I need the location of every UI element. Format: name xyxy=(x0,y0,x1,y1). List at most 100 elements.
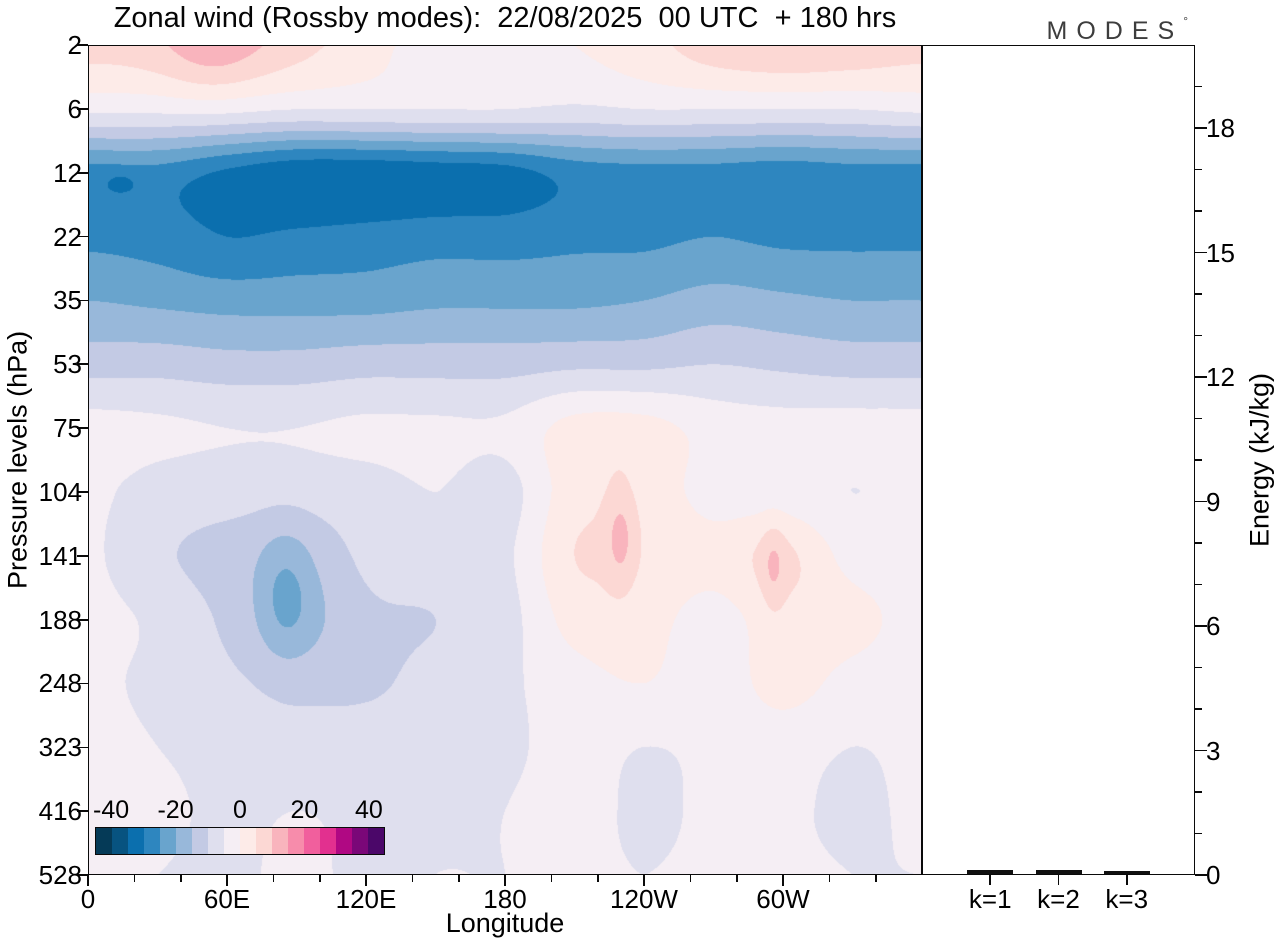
modes-logo-mark: ° xyxy=(1183,14,1188,28)
longitude-major-tick xyxy=(504,875,506,886)
pressure-tick-label: 22 xyxy=(53,221,82,252)
energy-major-tick xyxy=(1195,127,1207,129)
colorbar-cell xyxy=(96,828,112,854)
colorbar-cell xyxy=(256,828,272,854)
colorbar-cell xyxy=(112,828,128,854)
plot-title: Zonal wind (Rossby modes): 22/08/2025 00… xyxy=(113,2,897,34)
energy-minor-tick xyxy=(1195,168,1202,171)
colorbar-tick-label: 0 xyxy=(233,796,247,824)
energy-major-tick xyxy=(1195,376,1207,378)
energy-bar-tick xyxy=(1057,875,1060,885)
energy-tick-label: 15 xyxy=(1206,237,1235,268)
longitude-minor-tick xyxy=(596,875,599,882)
energy-bars-panel xyxy=(922,45,1195,875)
energy-bar xyxy=(1035,870,1082,874)
pressure-tick xyxy=(77,618,88,621)
pressure-tick-label: 2 xyxy=(67,30,82,60)
pressure-tick-label: 35 xyxy=(53,285,82,316)
energy-tick-label: 9 xyxy=(1206,486,1221,517)
pressure-tick-label: 6 xyxy=(67,93,82,124)
energy-minor-tick xyxy=(1195,417,1202,420)
pressure-tick-label: 248 xyxy=(38,668,82,699)
energy-bar xyxy=(1103,870,1150,874)
longitude-major-tick xyxy=(87,875,89,886)
longitude-major-tick xyxy=(365,875,367,886)
colorbar-cell xyxy=(144,828,160,854)
colorbar-cell xyxy=(304,828,320,854)
energy-major-tick xyxy=(1195,500,1207,503)
pressure-tick-label: 416 xyxy=(38,796,82,827)
pressure-tick xyxy=(77,108,88,110)
pressure-tick xyxy=(77,491,88,493)
pressure-tick-label: 528 xyxy=(38,860,82,890)
energy-minor-tick xyxy=(1195,293,1202,295)
energy-minor-tick xyxy=(1195,666,1202,669)
pressure-tick xyxy=(77,44,88,46)
pressure-tick xyxy=(77,874,88,876)
colorbar-cell xyxy=(160,828,176,854)
colorbar-cell xyxy=(272,828,288,854)
energy-bar xyxy=(967,869,1014,874)
colorbar-cell xyxy=(240,828,256,854)
colorbar-cell xyxy=(352,828,368,854)
colorbar-cell xyxy=(176,828,192,854)
pressure-tick-label: 323 xyxy=(38,732,82,763)
pressure-tick xyxy=(77,810,88,813)
pressure-tick-label: 53 xyxy=(53,349,82,380)
energy-tick-label: 18 xyxy=(1206,113,1235,143)
longitude-minor-tick xyxy=(828,875,831,882)
energy-minor-tick xyxy=(1195,708,1202,710)
energy-bar-label: k=2 xyxy=(1037,884,1080,914)
wind-contour-canvas xyxy=(88,45,922,875)
colorbar-cell xyxy=(224,828,240,854)
energy-major-tick xyxy=(1195,874,1207,876)
colorbar-cell xyxy=(336,828,352,854)
pressure-tick-label: 75 xyxy=(53,413,82,444)
pressure-tick xyxy=(77,235,88,238)
longitude-minor-tick xyxy=(318,875,321,882)
longitude-major-tick xyxy=(782,875,784,886)
longitude-minor-tick xyxy=(179,875,182,882)
longitude-minor-tick xyxy=(457,875,460,882)
pressure-tick xyxy=(77,554,88,557)
longitude-minor-tick xyxy=(550,875,553,882)
energy-minor-tick xyxy=(1195,542,1202,544)
colorbar-tick-label: -40 xyxy=(93,796,130,824)
longitude-tick-label: 60W xyxy=(756,884,810,914)
longitude-tick-label: 120E xyxy=(335,884,397,914)
colorbar-tick-label: -20 xyxy=(157,796,194,824)
longitude-major-tick xyxy=(643,875,645,886)
energy-major-tick xyxy=(1195,251,1207,254)
energy-minor-tick xyxy=(1195,459,1202,461)
colorbar-cell xyxy=(288,828,304,854)
longitude-major-tick xyxy=(226,875,228,886)
longitude-tick-label: 180 xyxy=(483,884,527,914)
energy-tick-label: 3 xyxy=(1206,735,1221,766)
energy-bar-tick xyxy=(1125,875,1128,885)
energy-major-tick xyxy=(1195,625,1207,627)
modes-logo-text: MODES xyxy=(1046,17,1184,45)
energy-bar-label: k=1 xyxy=(968,884,1012,914)
energy-minor-tick xyxy=(1195,832,1202,835)
longitude-tick-label: 120W xyxy=(610,884,678,914)
pressure-tick xyxy=(77,427,88,429)
energy-tick-label: 0 xyxy=(1206,860,1221,890)
pressure-tick xyxy=(77,299,88,302)
energy-minor-tick xyxy=(1195,791,1202,793)
longitude-minor-tick xyxy=(874,875,877,882)
longitude-tick-label: 60E xyxy=(203,884,251,914)
modes-logo: MODES° xyxy=(1047,14,1189,46)
energy-minor-tick xyxy=(1195,85,1202,88)
pressure-tick xyxy=(77,171,88,174)
colorbar-cell xyxy=(128,828,144,854)
pressure-tick-label: 141 xyxy=(38,540,82,571)
energy-bar-label: k=3 xyxy=(1105,884,1149,914)
colorbar-cell xyxy=(320,828,336,854)
pressure-tick-label: 188 xyxy=(38,604,82,635)
pressure-tick xyxy=(77,746,88,749)
longitude-axis-title: Longitude xyxy=(445,908,565,938)
energy-major-tick xyxy=(1195,749,1207,752)
energy-minor-tick xyxy=(1195,583,1202,586)
pressure-tick-label: 104 xyxy=(38,476,82,507)
